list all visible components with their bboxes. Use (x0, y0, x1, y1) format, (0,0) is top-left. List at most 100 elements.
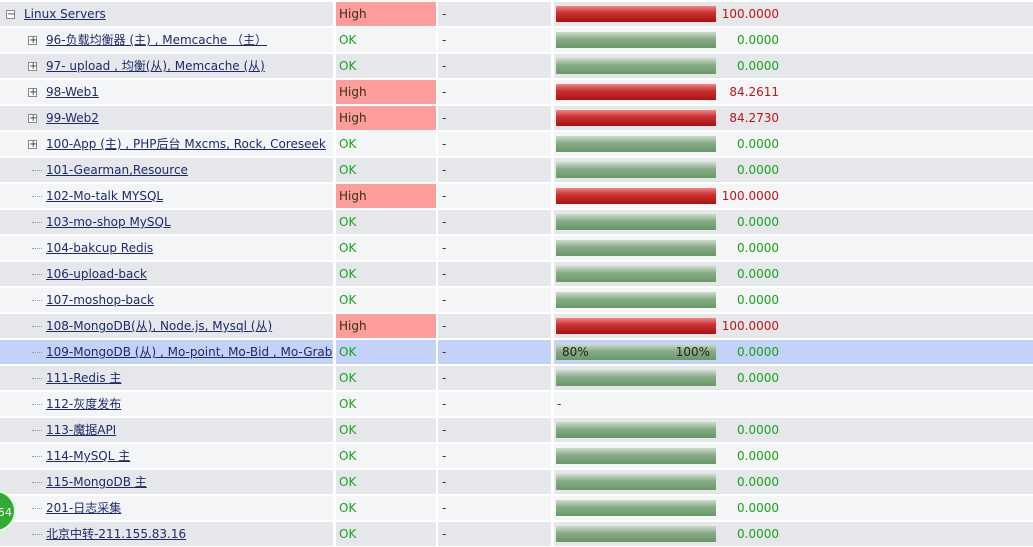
status-cell: OK (336, 444, 436, 468)
value: 0.0000 (737, 293, 779, 307)
bar (556, 58, 716, 74)
bar (556, 32, 716, 48)
server-link[interactable]: 100-App (主) , PHP后台 Mxcms, Rock, Coresee… (46, 137, 326, 151)
server-link[interactable]: 106-upload-back (46, 267, 147, 281)
change-cell: - (438, 236, 551, 260)
server-link[interactable]: 109-MongoDB (从) , Mo-point, Mo-Bid , Mo-… (46, 345, 333, 359)
value: 0.0000 (737, 215, 779, 229)
status-cell: OK (336, 262, 436, 286)
status-cell: OK (336, 496, 436, 520)
value-cell: 0.0000 (554, 288, 1033, 312)
change-cell: - (438, 444, 551, 468)
value-cell: 0.0000 (554, 28, 1033, 52)
value-cell: 0.0000 (554, 470, 1033, 494)
collapse-icon[interactable]: − (6, 9, 16, 20)
expand-icon[interactable]: + (28, 61, 38, 72)
server-link[interactable]: 96-负载均衡器 (主) , Memcache （主） (46, 33, 267, 47)
badge[interactable]: 54 (0, 490, 16, 532)
bar-label: 100% (675, 345, 710, 359)
value-cell: 0.0000 (554, 262, 1033, 286)
tree-line (32, 326, 42, 327)
status-cell: High (336, 314, 436, 338)
value: 0.0000 (737, 345, 779, 359)
value: 0.0000 (737, 137, 779, 151)
tree-line (32, 430, 42, 431)
name-cell: 109-MongoDB (从) , Mo-point, Mo-Bid , Mo-… (0, 340, 333, 364)
bar (556, 136, 716, 152)
server-link[interactable]: 97- upload , 均衡(从), Memcache (从) (46, 59, 265, 73)
name-cell: 114-MySQL 主 (0, 444, 333, 468)
tree-line (32, 196, 42, 197)
server-link[interactable]: 107-moshop-back (46, 293, 154, 307)
value-cell: 84.2611 (554, 80, 1033, 104)
value-cell: 80% 100% 0.0000 (554, 340, 1033, 364)
value-cell: 0.0000 (554, 366, 1033, 390)
value: - (557, 397, 562, 411)
bar (556, 84, 716, 100)
expand-icon[interactable]: + (28, 139, 38, 150)
server-link[interactable]: 101-Gearman,Resource (46, 163, 188, 177)
change-cell: - (438, 366, 551, 390)
value-cell: 0.0000 (554, 496, 1033, 520)
server-link[interactable]: 112-灰度发布 (46, 397, 122, 411)
value: 100.0000 (721, 7, 779, 21)
bar (556, 110, 716, 126)
status-cell: OK (336, 522, 436, 546)
value-cell: 0.0000 (554, 158, 1033, 182)
expand-icon[interactable]: + (28, 87, 38, 98)
value-cell: 0.0000 (554, 54, 1033, 78)
server-link[interactable]: 北京中转-211.155.83.16 (46, 527, 187, 541)
tree-line (32, 508, 42, 509)
change-cell: - (438, 418, 551, 442)
value: 0.0000 (737, 423, 779, 437)
name-cell: +100-App (主) , PHP后台 Mxcms, Rock, Corese… (0, 132, 333, 156)
change-cell: - (438, 80, 551, 104)
status-cell: High (336, 106, 436, 130)
server-link[interactable]: 113-魔据API (46, 423, 117, 437)
change-cell: - (438, 210, 551, 234)
value: 84.2611 (729, 85, 779, 99)
value-cell: 100.0000 (554, 314, 1033, 338)
server-link[interactable]: 104-bakcup Redis (46, 241, 154, 255)
value: 0.0000 (737, 475, 779, 489)
change-cell: - (438, 2, 551, 26)
value: 0.0000 (737, 267, 779, 281)
server-link[interactable]: 99-Web2 (46, 111, 99, 125)
bar (556, 266, 716, 282)
bar (556, 6, 716, 22)
change-cell: - (438, 496, 551, 520)
server-link[interactable]: Linux Servers (24, 7, 106, 21)
server-link[interactable]: 201-日志采集 (46, 501, 122, 515)
name-cell: 106-upload-back (0, 262, 333, 286)
expand-icon[interactable]: + (28, 35, 38, 46)
name-cell: 102-Mo-talk MYSQL (0, 184, 333, 208)
change-cell: - (438, 106, 551, 130)
value-cell: - (554, 392, 1033, 416)
server-link[interactable]: 103-mo-shop MySQL (46, 215, 171, 229)
server-link[interactable]: 98-Web1 (46, 85, 99, 99)
name-cell: +96-负载均衡器 (主) , Memcache （主） (0, 28, 333, 52)
bar (556, 162, 716, 178)
value: 0.0000 (737, 163, 779, 177)
server-link[interactable]: 111-Redis 主 (46, 371, 122, 385)
name-cell: 112-灰度发布 (0, 392, 333, 416)
change-cell: - (438, 522, 551, 546)
value-cell: 0.0000 (554, 236, 1033, 260)
server-link[interactable]: 114-MySQL 主 (46, 449, 131, 463)
value: 100.0000 (721, 189, 779, 203)
server-link[interactable]: 108-MongoDB(从), Node.js, Mysql (从) (46, 319, 273, 333)
expand-icon[interactable]: + (28, 113, 38, 124)
status-cell: OK (336, 210, 436, 234)
change-cell: - (438, 28, 551, 52)
value: 84.2730 (729, 111, 779, 125)
server-link[interactable]: 115-MongoDB 主 (46, 475, 147, 489)
tree-line (32, 378, 42, 379)
value: 100.0000 (721, 319, 779, 333)
status-cell: OK (336, 54, 436, 78)
value: 0.0000 (737, 527, 779, 541)
name-cell: 101-Gearman,Resource (0, 158, 333, 182)
name-cell: 113-魔据API (0, 418, 333, 442)
change-cell: - (438, 54, 551, 78)
status-cell: OK (336, 418, 436, 442)
server-link[interactable]: 102-Mo-talk MYSQL (46, 189, 164, 203)
